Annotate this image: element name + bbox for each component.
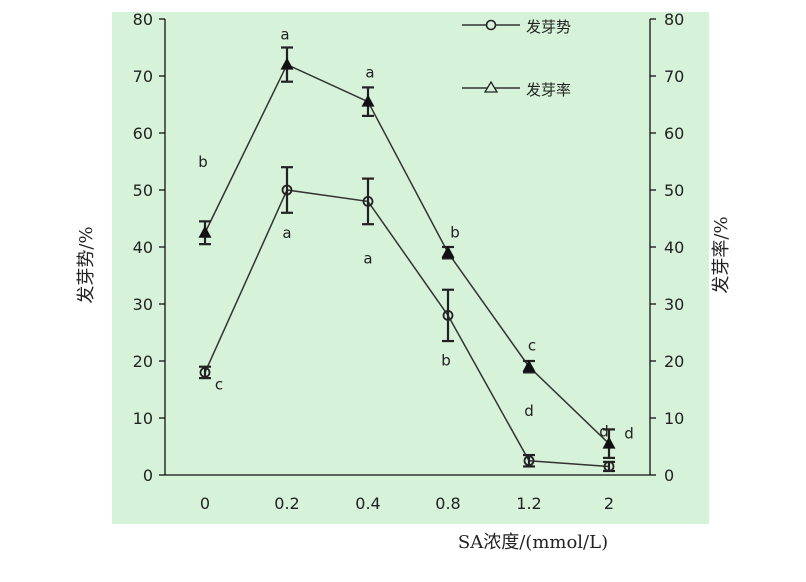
- data-point-circle: [442, 309, 454, 321]
- significance-label: a: [282, 224, 291, 242]
- significance-label: d: [524, 402, 534, 420]
- y-tick-label-right: 10: [664, 409, 684, 428]
- y-tick-label-left: 0: [143, 466, 153, 485]
- plot-background: [112, 12, 709, 524]
- significance-label: a: [280, 26, 289, 44]
- x-tick-label: 0.8: [435, 494, 460, 513]
- significance-label: b: [450, 224, 460, 242]
- y-tick-label-left: 50: [133, 181, 153, 200]
- legend-label: 发芽率: [526, 81, 571, 99]
- data-point-triangle: [602, 436, 616, 449]
- y-tick-label-left: 60: [133, 124, 153, 143]
- data-point-circle: [199, 366, 211, 378]
- significance-label: c: [215, 375, 223, 393]
- significance-label: b: [441, 351, 451, 369]
- x-tick-label: 0.4: [355, 494, 380, 513]
- legend-marker-triangle: [483, 80, 499, 93]
- series-germination-rate: b a a b c d: [198, 26, 634, 459]
- data-point-circle: [281, 184, 293, 196]
- y-tick-label-right: 50: [664, 181, 684, 200]
- y-tick-label-left: 80: [133, 10, 153, 29]
- x-tick-label: 0: [200, 494, 210, 513]
- legend-label: 发芽势: [526, 18, 571, 36]
- y-tick-label-right: 40: [664, 238, 684, 257]
- series-germination-energy: c a a b d d: [199, 166, 615, 473]
- x-tick-label: 0.2: [274, 494, 299, 513]
- y-axis-label-left: 发芽势/%: [76, 226, 97, 303]
- y-tick-label-right: 60: [664, 124, 684, 143]
- y-tick-label-left: 40: [133, 238, 153, 257]
- legend-marker-circle: [485, 19, 497, 31]
- y-tick-label-left: 10: [133, 409, 153, 428]
- y-tick-label-right: 0: [664, 466, 674, 485]
- data-point-triangle: [198, 225, 212, 238]
- significance-label: d: [624, 425, 634, 443]
- significance-label: b: [198, 153, 208, 171]
- data-point-triangle: [441, 245, 455, 258]
- y-tick-label-right: 80: [664, 10, 684, 29]
- axes: 0 0 10 10 20 20 30 30 40 40 50 50 60 60 70 70 80 80 0 0.2 0.…: [133, 10, 685, 513]
- series-line: [204, 189, 610, 468]
- significance-label: d: [599, 422, 609, 440]
- series-line: [204, 63, 610, 445]
- significance-label: c: [528, 337, 536, 355]
- data-point-circle: [362, 195, 374, 207]
- data-point-circle: [603, 461, 615, 472]
- x-tick-label: 1.2: [516, 494, 541, 513]
- y-axis-label-right: 发芽率/%: [711, 216, 732, 293]
- y-tick-label-right: 30: [664, 295, 684, 314]
- x-tick-label: 2: [604, 494, 614, 513]
- data-point-triangle: [522, 359, 536, 372]
- significance-label: a: [363, 249, 372, 267]
- y-tick-label-right: 70: [664, 67, 684, 86]
- y-tick-label-left: 20: [133, 352, 153, 371]
- data-point-circle: [523, 455, 535, 467]
- y-tick-label-left: 30: [133, 295, 153, 314]
- y-tick-label-left: 70: [133, 67, 153, 86]
- x-axis-label: SA浓度/(mmol/L): [458, 532, 608, 553]
- significance-label: a: [365, 64, 374, 82]
- data-point-triangle: [280, 57, 294, 70]
- data-point-triangle: [361, 94, 375, 107]
- y-tick-label-right: 20: [664, 352, 684, 371]
